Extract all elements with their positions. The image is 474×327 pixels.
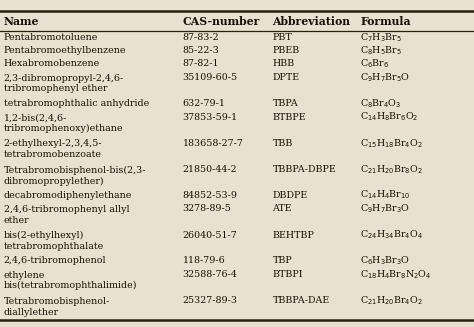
Text: 26040-51-7: 26040-51-7 <box>182 231 237 240</box>
Text: TBP: TBP <box>273 256 292 265</box>
Text: 632-79-1: 632-79-1 <box>182 99 225 108</box>
Text: C$_8$H$_5$Br$_5$: C$_8$H$_5$Br$_5$ <box>360 44 402 57</box>
Text: 87-82-1: 87-82-1 <box>182 60 219 68</box>
Text: C$_{24}$H$_{34}$Br$_4$O$_4$: C$_{24}$H$_{34}$Br$_4$O$_4$ <box>360 229 423 241</box>
Text: BEHTBP: BEHTBP <box>273 231 314 240</box>
Text: C$_{18}$H$_4$Br$_8$N$_2$O$_4$: C$_{18}$H$_4$Br$_8$N$_2$O$_4$ <box>360 268 432 281</box>
Text: 2-ethylhexyl-2,3,4,5-
tetrabromobenzoate: 2-ethylhexyl-2,3,4,5- tetrabromobenzoate <box>4 139 102 159</box>
Text: TBBPA-DBPE: TBBPA-DBPE <box>273 165 336 174</box>
Text: 87-83-2: 87-83-2 <box>182 33 219 42</box>
Text: C$_7$H$_3$Br$_5$: C$_7$H$_3$Br$_5$ <box>360 31 402 44</box>
Text: Pentabromoethylbenzene: Pentabromoethylbenzene <box>4 46 126 55</box>
Text: Formula: Formula <box>360 16 411 27</box>
Text: Abbreviation: Abbreviation <box>273 16 351 27</box>
Text: C$_{14}$H$_8$Br$_6$O$_2$: C$_{14}$H$_8$Br$_6$O$_2$ <box>360 111 419 123</box>
Text: 2,4,6-tribromophenyl allyl
ether: 2,4,6-tribromophenyl allyl ether <box>4 205 129 225</box>
Text: 25327-89-3: 25327-89-3 <box>182 296 237 305</box>
Text: 85-22-3: 85-22-3 <box>182 46 219 55</box>
Text: 183658-27-7: 183658-27-7 <box>182 139 243 148</box>
Text: C$_{15}$H$_{18}$Br$_4$O$_2$: C$_{15}$H$_{18}$Br$_4$O$_2$ <box>360 137 423 149</box>
Text: 118-79-6: 118-79-6 <box>182 256 225 265</box>
Text: 1,2-bis(2,4,6-
tribromophenoxy)ethane: 1,2-bis(2,4,6- tribromophenoxy)ethane <box>4 113 123 133</box>
Text: C$_9$H$_7$Br$_5$O: C$_9$H$_7$Br$_5$O <box>360 71 410 84</box>
Text: Tetrabromobisphenol-bis(2,3-
dibromopropylether): Tetrabromobisphenol-bis(2,3- dibromoprop… <box>4 165 146 186</box>
Text: TBPA: TBPA <box>273 99 298 108</box>
Text: ATE: ATE <box>273 204 292 214</box>
Text: bis(2-ethylhexyl)
tetrabromophthalate: bis(2-ethylhexyl) tetrabromophthalate <box>4 231 104 251</box>
Text: C$_8$Br$_4$O$_3$: C$_8$Br$_4$O$_3$ <box>360 97 401 110</box>
Text: 2,4,6-tribromophenol: 2,4,6-tribromophenol <box>4 256 107 265</box>
Text: Pentabromotoluene: Pentabromotoluene <box>4 33 98 42</box>
Text: DPTE: DPTE <box>273 73 300 82</box>
Text: 37853-59-1: 37853-59-1 <box>182 112 237 122</box>
Text: TBBPA-DAE: TBBPA-DAE <box>273 296 330 305</box>
Text: BTBPE: BTBPE <box>273 112 306 122</box>
Text: PBT: PBT <box>273 33 292 42</box>
Text: 2,3-dibromopropyl-2,4,6-
tribromophenyl ether: 2,3-dibromopropyl-2,4,6- tribromophenyl … <box>4 74 124 94</box>
Text: 84852-53-9: 84852-53-9 <box>182 191 237 199</box>
Text: TBB: TBB <box>273 139 293 148</box>
Text: Name: Name <box>4 16 39 27</box>
Text: C$_{21}$H$_{20}$Br$_4$O$_2$: C$_{21}$H$_{20}$Br$_4$O$_2$ <box>360 295 423 307</box>
Text: 35109-60-5: 35109-60-5 <box>182 73 237 82</box>
Text: DBDPE: DBDPE <box>273 191 308 199</box>
Text: Hexabromobenzene: Hexabromobenzene <box>4 60 100 68</box>
Text: HBB: HBB <box>273 60 295 68</box>
Text: 32588-76-4: 32588-76-4 <box>182 270 237 279</box>
Text: 3278-89-5: 3278-89-5 <box>182 204 231 214</box>
Text: 21850-44-2: 21850-44-2 <box>182 165 237 174</box>
Text: C$_9$H$_7$Br$_3$O: C$_9$H$_7$Br$_3$O <box>360 203 410 215</box>
Text: Tetrabromobisphenol-
diallylether: Tetrabromobisphenol- diallylether <box>4 297 110 317</box>
Text: C$_6$Br$_6$: C$_6$Br$_6$ <box>360 58 390 70</box>
Text: ethylene
bis(tetrabromophthalimide): ethylene bis(tetrabromophthalimide) <box>4 270 137 290</box>
Text: C$_6$H$_3$Br$_3$O: C$_6$H$_3$Br$_3$O <box>360 254 410 267</box>
Text: tetrabromophthalic anhydride: tetrabromophthalic anhydride <box>4 99 149 108</box>
Text: BTBPI: BTBPI <box>273 270 303 279</box>
Text: C$_{21}$H$_{20}$Br$_8$O$_2$: C$_{21}$H$_{20}$Br$_8$O$_2$ <box>360 163 423 176</box>
Text: CAS-number: CAS-number <box>182 16 260 27</box>
Text: decabromodiphenylethane: decabromodiphenylethane <box>4 191 132 199</box>
Text: C$_{14}$H$_4$Br$_{10}$: C$_{14}$H$_4$Br$_{10}$ <box>360 189 411 201</box>
Text: PBEB: PBEB <box>273 46 300 55</box>
